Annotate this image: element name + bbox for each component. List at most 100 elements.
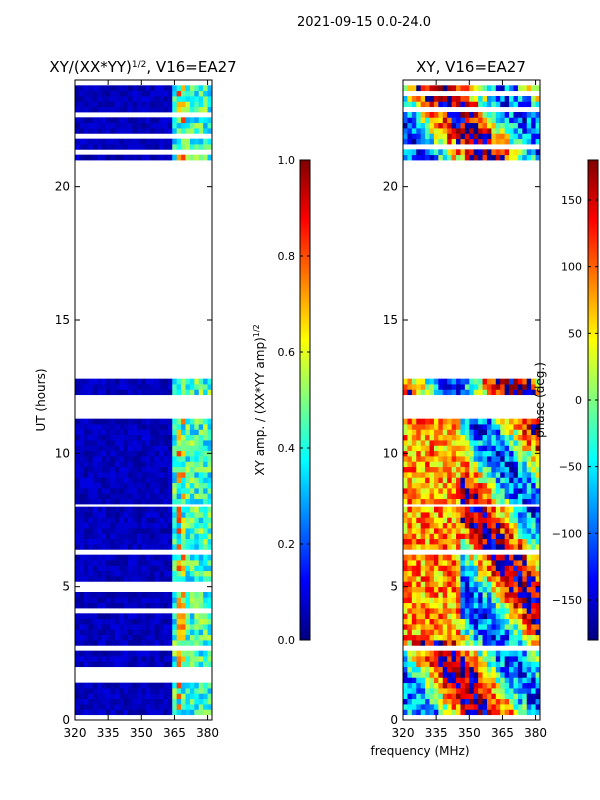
heatmap-cell: [198, 488, 204, 494]
heatmap-cell: [411, 493, 417, 500]
heatmap-cell: [504, 586, 510, 593]
heatmap-cell: [123, 693, 129, 700]
heatmap-cell: [425, 688, 430, 694]
heatmap-cell: [416, 133, 422, 140]
heatmap-cell: [451, 434, 457, 441]
heatmap-cell: [407, 597, 413, 604]
heatmap-cell: [132, 488, 138, 494]
heatmap-cell: [460, 570, 466, 577]
heatmap-cell: [163, 538, 169, 545]
heatmap-cell: [420, 597, 426, 604]
heatmap-cell: [456, 682, 461, 689]
heatmap-cell: [145, 570, 151, 577]
heatmap-cell: [110, 592, 116, 598]
heatmap-cell: [420, 418, 426, 425]
heatmap-cell: [442, 384, 448, 390]
heatmap-cell: [482, 597, 488, 604]
heatmap-cell: [105, 629, 111, 636]
heatmap-cell: [194, 440, 200, 446]
heatmap-cell: [198, 466, 204, 473]
heatmap-cell: [150, 570, 155, 577]
heatmap-cell: [158, 522, 164, 529]
heatmap-cell: [141, 597, 147, 604]
heatmap-cell: [172, 512, 178, 518]
heatmap-cell: [136, 533, 142, 540]
heatmap-cell: [442, 629, 448, 636]
heatmap-cell: [97, 656, 102, 662]
heatmap-cell: [531, 709, 536, 716]
heatmap-cell: [460, 149, 466, 156]
heatmap-cell: [194, 570, 200, 577]
heatmap-cell: [504, 544, 510, 550]
heatmap-cell: [203, 493, 208, 500]
heatmap-cell: [132, 544, 138, 550]
heatmap-cell: [478, 709, 483, 716]
heatmap-cell: [460, 466, 466, 473]
heatmap-cell: [128, 122, 133, 129]
heatmap-cell: [407, 634, 413, 641]
heatmap-cell: [460, 528, 466, 534]
heatmap-cell: [207, 128, 212, 134]
heatmap-cell: [473, 634, 479, 641]
heatmap-cell: [207, 592, 212, 598]
heatmap-cell: [128, 661, 133, 668]
heatmap-cell: [167, 538, 173, 545]
heatmap-cell: [531, 677, 536, 684]
heatmap-cell: [495, 586, 501, 593]
heatmap-cell: [88, 576, 94, 582]
heatmap-cell: [198, 656, 204, 662]
heatmap-cell: [101, 117, 107, 124]
heatmap-cell: [136, 461, 142, 468]
heatmap-cell: [105, 533, 111, 540]
heatmap-cell: [495, 477, 501, 484]
heatmap-cell: [420, 544, 426, 550]
heatmap-cell: [403, 128, 408, 134]
heatmap-cell: [429, 85, 435, 92]
heatmap-cell: [473, 581, 479, 588]
heatmap-cell: [464, 122, 470, 129]
heatmap-cell: [535, 154, 540, 161]
heatmap-cell: [158, 85, 164, 92]
heatmap-cell: [154, 544, 160, 550]
heatmap-cell: [478, 576, 483, 582]
heatmap-cell: [429, 488, 435, 494]
heatmap-cell: [495, 133, 501, 140]
heatmap-cell: [526, 445, 532, 452]
heatmap-cell: [433, 122, 439, 129]
heatmap-cell: [150, 597, 155, 604]
heatmap-cell: [75, 117, 80, 124]
heatmap-cell: [504, 677, 510, 684]
heatmap-cell: [513, 498, 519, 505]
heatmap-cell: [194, 522, 200, 529]
heatmap-cell: [185, 597, 191, 604]
heatmap-cell: [132, 85, 138, 92]
heatmap-cell: [185, 704, 191, 710]
heatmap-cell: [154, 477, 160, 484]
heatmap-cell: [141, 434, 147, 441]
heatmap-cell: [478, 440, 483, 446]
heatmap-cell: [176, 570, 182, 577]
heatmap-cell: [447, 624, 453, 630]
heatmap-cell: [522, 461, 528, 468]
heatmap-cell: [531, 384, 536, 390]
heatmap-cell: [504, 434, 510, 441]
heatmap-cell: [429, 597, 435, 604]
heatmap-cell: [438, 704, 444, 710]
heatmap-cell: [154, 434, 160, 441]
heatmap-cell: [92, 450, 98, 457]
heatmap-cell: [522, 634, 528, 641]
heatmap-cell: [438, 418, 444, 425]
heatmap-cell: [189, 613, 195, 620]
heatmap-cell: [438, 445, 444, 452]
heatmap-cell: [425, 592, 430, 598]
heatmap-cell: [491, 85, 497, 92]
heatmap-cell: [150, 498, 155, 505]
heatmap-cell: [92, 597, 98, 604]
heatmap-cell: [469, 482, 475, 489]
heatmap-cell: [411, 592, 417, 598]
heatmap-cell: [181, 144, 186, 150]
heatmap-cell: [473, 434, 479, 441]
heatmap-cell: [429, 640, 435, 646]
heatmap-cell: [478, 466, 483, 473]
heatmap-cell: [92, 544, 98, 550]
